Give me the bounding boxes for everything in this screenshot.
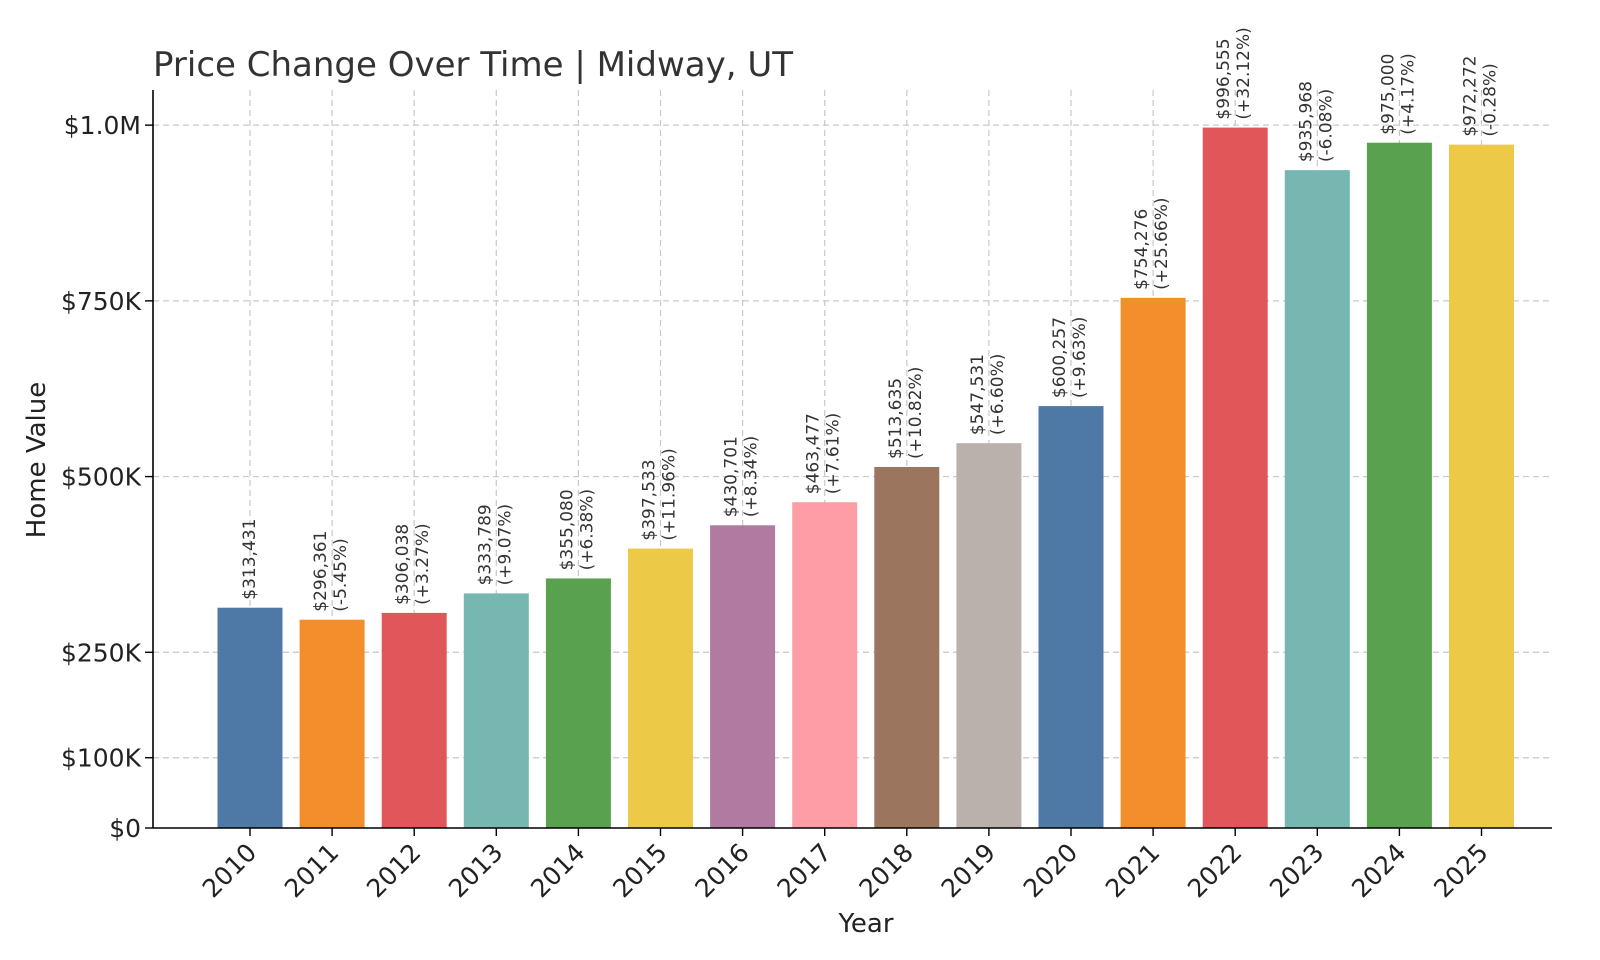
bar-2013 xyxy=(463,593,529,828)
bar-value-label: $935,968 xyxy=(1296,81,1316,162)
bar-2024 xyxy=(1366,142,1432,828)
bar-value-label: $754,276 xyxy=(1132,209,1152,290)
bar-value-label: $430,701 xyxy=(722,436,742,517)
bar-change-label: (+9.63%) xyxy=(1070,317,1090,399)
bar-change-label: (+6.60%) xyxy=(988,354,1008,436)
x-tick-label: 2012 xyxy=(361,838,426,903)
bar-value-label: $306,038 xyxy=(393,524,413,605)
y-tick-label: $100K xyxy=(61,744,142,773)
bar-value-label: $513,635 xyxy=(886,378,906,459)
bar-value-label: $313,431 xyxy=(240,519,260,600)
bar-change-label: (+8.34%) xyxy=(742,436,762,518)
x-tick-label: 2024 xyxy=(1346,838,1411,903)
bar-2022 xyxy=(1202,127,1268,828)
bar-2025 xyxy=(1449,144,1514,828)
bar-change-label: (+32.12%) xyxy=(1234,27,1254,119)
x-tick-label: 2010 xyxy=(197,838,262,903)
bars xyxy=(217,127,1514,829)
bar-value-label: $547,531 xyxy=(968,354,988,435)
bar-change-label: (+11.96%) xyxy=(660,448,680,540)
x-tick-label: 2011 xyxy=(279,838,344,903)
bar-value-label: $296,361 xyxy=(311,531,331,612)
bar-change-label: (+9.07%) xyxy=(495,504,515,586)
bar-value-label: $397,533 xyxy=(640,459,660,540)
bar-2019 xyxy=(956,443,1022,828)
bar-change-label: (-0.28%) xyxy=(1481,63,1501,136)
bar-2020 xyxy=(1038,406,1104,828)
bar-2021 xyxy=(1120,297,1186,829)
x-tick-label: 2022 xyxy=(1182,838,1247,903)
bar-value-label: $972,272 xyxy=(1461,56,1481,137)
bar-value-label: $996,555 xyxy=(1214,38,1234,119)
bar-2015 xyxy=(628,548,693,828)
x-tick-label: 2025 xyxy=(1428,838,1493,903)
chart-title: Price Change Over Time | Midway, UT xyxy=(153,45,793,85)
x-tick-label: 2021 xyxy=(1100,838,1165,903)
bar-change-label: (+4.17%) xyxy=(1398,53,1418,135)
bar-2016 xyxy=(710,525,776,828)
y-tick-label: $1.0M xyxy=(64,111,141,140)
y-tick-label: $0 xyxy=(109,814,141,843)
x-tick-labels: 2010 2011 2012 2013 2014 2015 2016 2017 2018 2019… xyxy=(197,828,1494,903)
bar-2014 xyxy=(545,578,611,828)
bar-2023 xyxy=(1284,170,1350,829)
bar-change-label: (-5.45%) xyxy=(331,538,351,611)
bar-value-label: $355,080 xyxy=(557,489,577,570)
x-tick-label: 2013 xyxy=(443,838,508,903)
bar-value-label: $600,257 xyxy=(1050,317,1070,398)
bar-change-label: (+6.38%) xyxy=(577,489,597,571)
bar-value-label: $333,789 xyxy=(475,504,495,585)
x-tick-label: 2023 xyxy=(1264,838,1329,903)
bar-2010 xyxy=(217,607,283,828)
x-tick-label: 2015 xyxy=(607,838,672,903)
bar-2011 xyxy=(299,619,365,828)
x-tick-label: 2014 xyxy=(525,838,590,903)
bar-2012 xyxy=(381,612,447,828)
bar-change-label: (-6.08%) xyxy=(1316,89,1336,162)
x-tick-label: 2020 xyxy=(1018,838,1083,903)
bar-change-label: (+7.61%) xyxy=(824,413,844,495)
y-axis-label: Home Value xyxy=(22,382,52,538)
bar-labels: $313,431 $296,361 (-5.45%) $306,038 (+3.27%)… xyxy=(240,27,1501,611)
bar-change-label: (+25.66%) xyxy=(1152,198,1172,290)
x-tick-label: 2018 xyxy=(854,838,919,903)
y-tick-label: $250K xyxy=(61,638,142,667)
x-tick-label: 2016 xyxy=(689,838,754,903)
x-tick-label: 2019 xyxy=(936,838,1001,903)
bar-change-label: (+10.82%) xyxy=(906,367,926,459)
y-tick-labels: $0 $100K $250K $500K $750K $1.0M xyxy=(61,111,142,843)
x-axis-label: Year xyxy=(837,909,893,939)
bar-2018 xyxy=(874,466,940,828)
x-tick-label: 2017 xyxy=(771,838,836,903)
bar-2017 xyxy=(792,502,858,828)
y-tick-label: $750K xyxy=(61,287,142,316)
bar-change-label: (+3.27%) xyxy=(413,523,433,605)
bar-value-label: $975,000 xyxy=(1378,54,1398,135)
bar-value-label: $463,477 xyxy=(804,413,824,494)
y-tick-label: $500K xyxy=(61,463,142,492)
